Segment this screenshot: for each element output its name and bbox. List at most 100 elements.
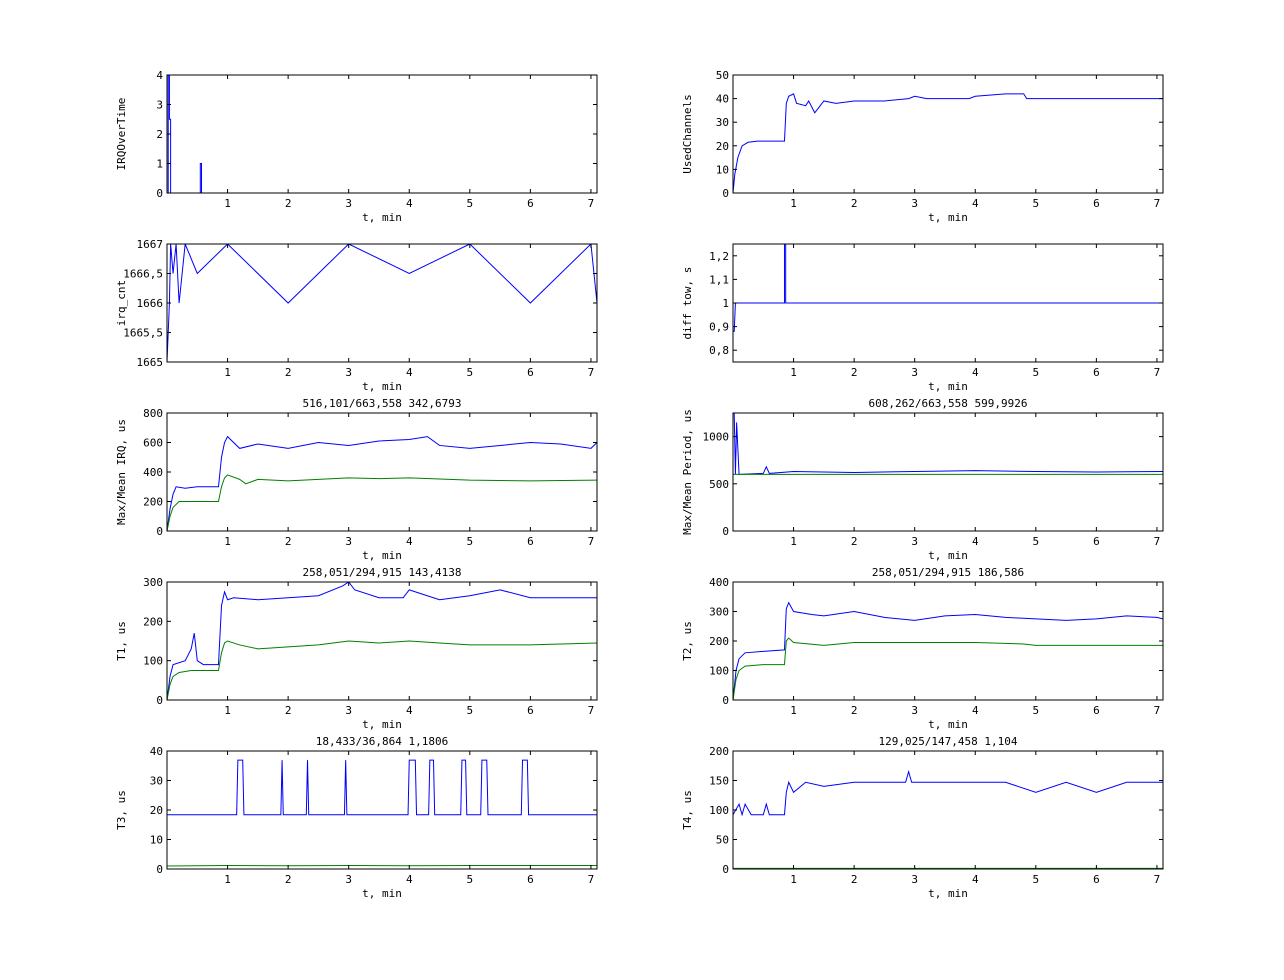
irq-overtime-subplot: 1 2 3 4 5 6 7 0 1 2 3 4 t, min IRQOverTime <box>115 69 598 224</box>
t2-xtick-label: 4 <box>972 704 979 717</box>
irq-overtime-xtick-label: 2 <box>285 197 292 210</box>
t1-xtick-label: 3 <box>345 704 352 717</box>
t2-xtick-label: 2 <box>851 704 858 717</box>
max-mean-irq-xtick-label: 6 <box>527 535 534 548</box>
t1-xtick-label: 6 <box>527 704 534 717</box>
irq-overtime-xtick-label: 1 <box>224 197 231 210</box>
t3-xtick-label: 3 <box>345 873 352 886</box>
used-channels-xtick-label: 5 <box>1033 197 1040 210</box>
max-mean-period-xlabel: t, min <box>928 549 968 562</box>
t2-xlabel: t, min <box>928 718 968 731</box>
t4-ytick-label: 150 <box>709 775 729 788</box>
max-mean-irq-ytick-label: 800 <box>143 407 163 420</box>
t3-ytick-label: 0 <box>156 863 163 876</box>
max-mean-irq-ytick-label: 400 <box>143 466 163 479</box>
t3-series-1-line <box>167 759 597 816</box>
irq-cnt-ytick-label: 1667 <box>137 238 164 251</box>
t4-ytick-label: 50 <box>716 834 729 847</box>
max-mean-irq-axes-box <box>166 412 598 532</box>
irq-cnt-ytick-label: 1666,5 <box>123 268 163 281</box>
max-mean-period-xtick-label: 1 <box>790 535 797 548</box>
used-channels-axes-box <box>732 74 1164 194</box>
t4-series-1-line <box>733 769 1163 817</box>
t3-ytick-label: 20 <box>150 804 163 817</box>
t1-ylabel: T1, us <box>115 621 128 661</box>
t3-ytick-label: 30 <box>150 775 163 788</box>
t2-xtick-label: 7 <box>1154 704 1161 717</box>
t3-xtick-label: 7 <box>588 873 595 886</box>
t4-xtick-label: 7 <box>1154 873 1161 886</box>
irq-cnt-xlabel: t, min <box>362 380 402 393</box>
max-mean-period-ylabel: Max/Mean Period, us <box>681 409 694 535</box>
max-mean-irq-xtick-label: 2 <box>285 535 292 548</box>
irq-cnt-xtick-label: 5 <box>467 366 474 379</box>
max-mean-period-xtick-label: 6 <box>1093 535 1100 548</box>
irq-overtime-xlabel: t, min <box>362 211 402 224</box>
diff-tow-xtick-label: 5 <box>1033 366 1040 379</box>
diff-tow-ytick-label: 0,9 <box>709 321 729 334</box>
used-channels-ytick-label: 40 <box>716 93 729 106</box>
diff-tow-xtick-label: 4 <box>972 366 979 379</box>
t1-ytick-label: 200 <box>143 615 163 628</box>
max-mean-period-xtick-label: 4 <box>972 535 979 548</box>
diff-tow-xtick-label: 7 <box>1154 366 1161 379</box>
t4-ytick-label: 0 <box>722 863 729 876</box>
irq-cnt-xtick-label: 3 <box>345 366 352 379</box>
max-mean-period-xtick-label: 3 <box>911 535 918 548</box>
t2-ylabel: T2, us <box>681 621 694 661</box>
irq-overtime-series-1-line <box>167 75 597 193</box>
diff-tow-xtick-label: 2 <box>851 366 858 379</box>
max-mean-period-ytick-label: 0 <box>722 525 729 538</box>
t3-ylabel: T3, us <box>115 790 128 830</box>
irq-cnt-ytick-label: 1666 <box>137 297 164 310</box>
irq-cnt-ytick-label: 1665,5 <box>123 327 163 340</box>
irq-overtime-xtick-label: 5 <box>467 197 474 210</box>
diff-tow-xtick-label: 1 <box>790 366 797 379</box>
diff-tow-xtick-label: 6 <box>1093 366 1100 379</box>
t3-subplot: 1 2 3 4 5 6 7 0 10 20 30 40 t, min T3, us 18,433/36,86… <box>115 735 598 900</box>
used-channels-ytick-label: 0 <box>722 187 729 200</box>
t3-axes-box <box>166 750 598 870</box>
max-mean-irq-xtick-label: 4 <box>406 535 413 548</box>
max-mean-irq-subplot: 1 2 3 4 5 6 7 0 200 400 600 800 t, min Max/Mean IRQ, … <box>115 397 598 562</box>
max-mean-period-subplot: 1 2 3 4 5 6 7 0 500 1000 t, min Max/Mean Period, us… <box>681 397 1164 562</box>
t3-series-2-line <box>167 864 597 867</box>
t1-xtick-label: 5 <box>467 704 474 717</box>
t3-ytick-label: 10 <box>150 834 163 847</box>
t1-xtick-label: 4 <box>406 704 413 717</box>
t4-title: 129,025/147,458 1,104 <box>878 735 1017 748</box>
t4-xtick-label: 4 <box>972 873 979 886</box>
t3-ytick-label: 40 <box>150 745 163 758</box>
t4-ytick-label: 200 <box>709 745 729 758</box>
irq-overtime-ytick-label: 1 <box>156 158 163 171</box>
irq-cnt-xtick-label: 7 <box>588 366 595 379</box>
max-mean-period-ytick-label: 500 <box>709 478 729 491</box>
t2-ytick-label: 0 <box>722 694 729 707</box>
t4-axes-box <box>732 750 1164 870</box>
max-mean-irq-ytick-label: 600 <box>143 437 163 450</box>
t1-subplot: 1 2 3 4 5 6 7 0 100 200 300 t, min T1, us 258,051/294… <box>115 566 598 731</box>
used-channels-xtick-label: 1 <box>790 197 797 210</box>
irq-cnt-xtick-label: 6 <box>527 366 534 379</box>
t2-xtick-label: 3 <box>911 704 918 717</box>
max-mean-irq-series-1-line <box>167 435 597 531</box>
irq-cnt-axes-box <box>166 243 598 363</box>
t1-title: 258,051/294,915 143,4138 <box>303 566 462 579</box>
t4-xtick-label: 6 <box>1093 873 1100 886</box>
t2-ytick-label: 100 <box>709 665 729 678</box>
t2-xtick-label: 1 <box>790 704 797 717</box>
t2-title: 258,051/294,915 186,586 <box>872 566 1024 579</box>
t1-series-1-line <box>167 582 597 700</box>
t3-title: 18,433/36,864 1,1806 <box>316 735 448 748</box>
used-channels-series-1-line <box>733 93 1163 193</box>
used-channels-ylabel: UsedChannels <box>681 94 694 173</box>
used-channels-subplot: 1 2 3 4 5 6 7 0 10 20 30 40 50 t, min UsedChannels <box>681 69 1164 224</box>
used-channels-xlabel: t, min <box>928 211 968 224</box>
t4-ytick-label: 100 <box>709 804 729 817</box>
max-mean-irq-xtick-label: 1 <box>224 535 231 548</box>
t1-xtick-label: 2 <box>285 704 292 717</box>
t3-xtick-label: 4 <box>406 873 413 886</box>
max-mean-irq-ytick-label: 200 <box>143 496 163 509</box>
max-mean-irq-xtick-label: 3 <box>345 535 352 548</box>
t3-xlabel: t, min <box>362 887 402 900</box>
